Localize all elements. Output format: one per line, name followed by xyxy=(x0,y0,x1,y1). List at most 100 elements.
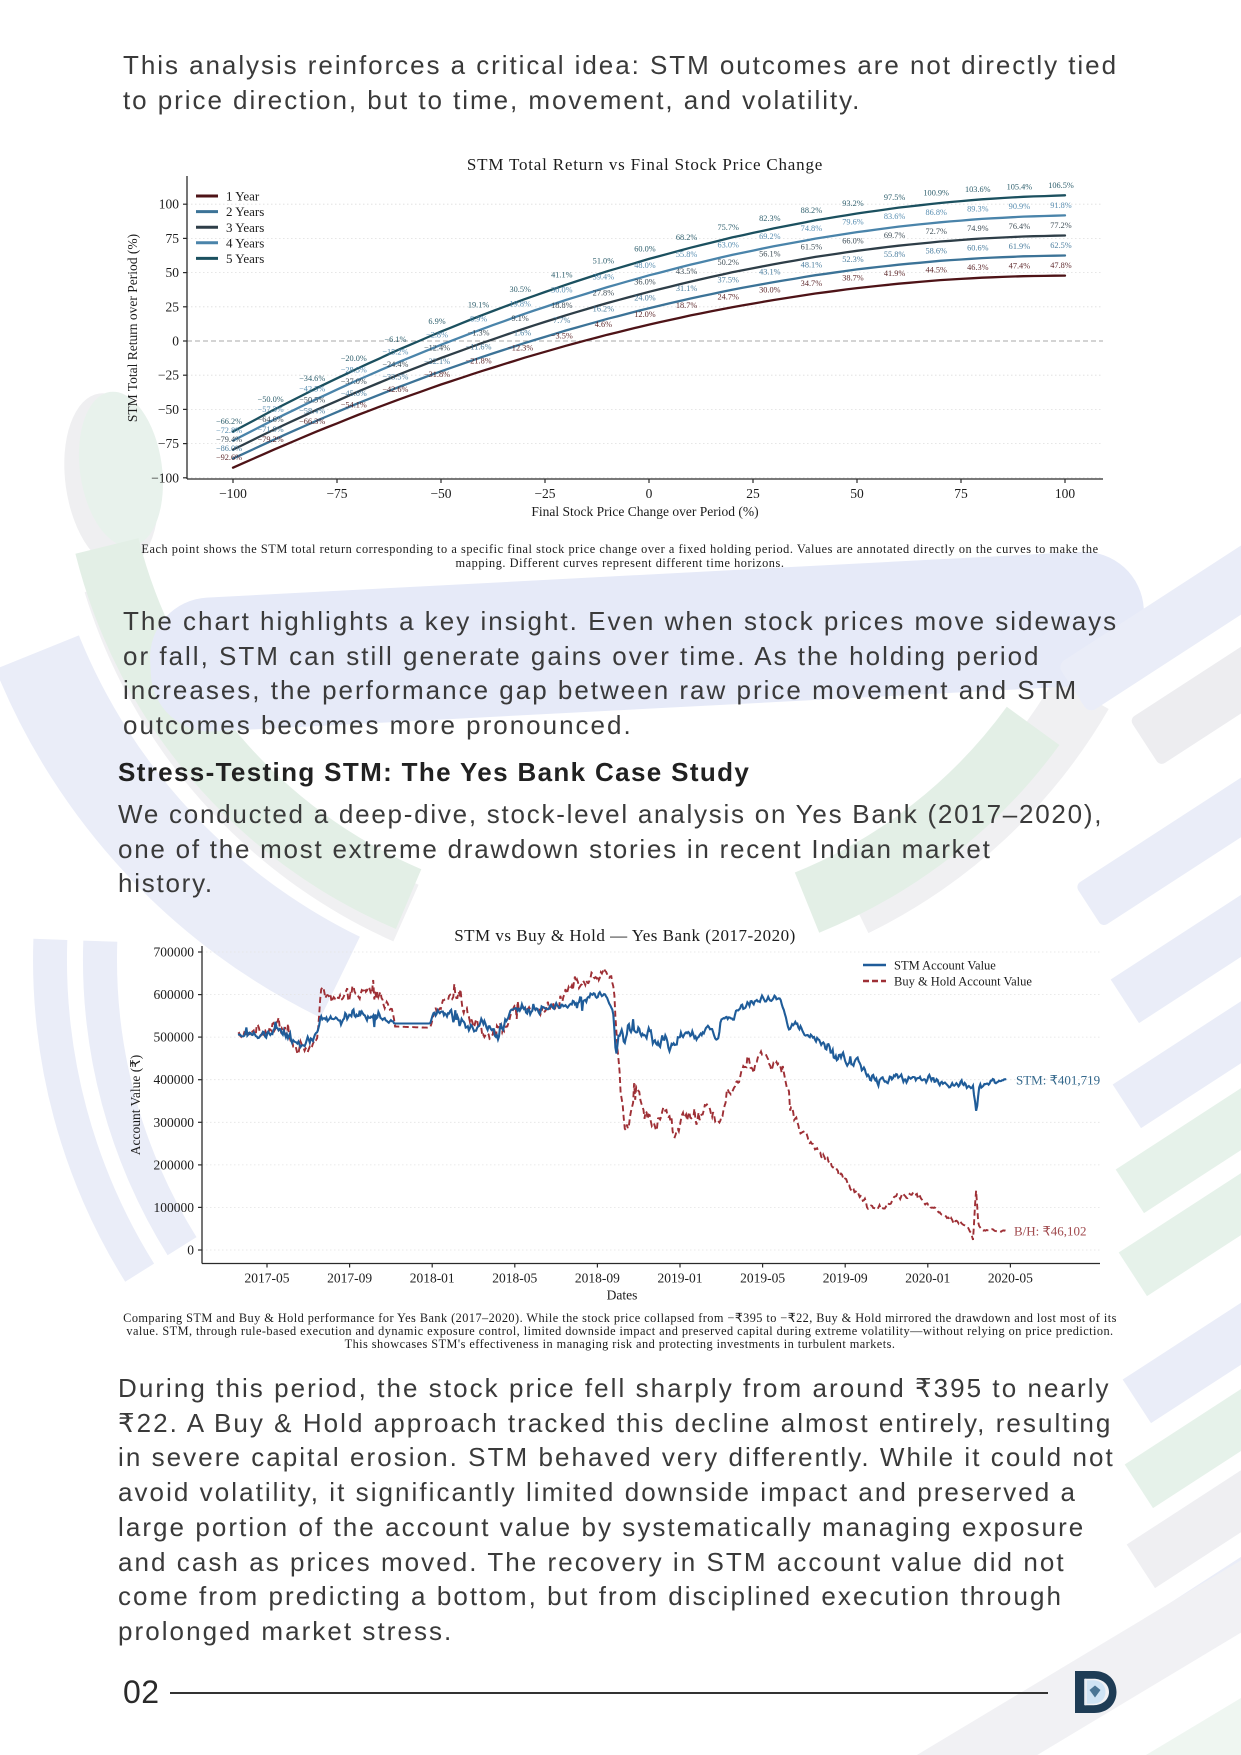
svg-text:Buy & Hold Account Value: Buy & Hold Account Value xyxy=(894,975,1032,989)
svg-text:30.0%: 30.0% xyxy=(551,286,573,295)
svg-text:100.9%: 100.9% xyxy=(923,189,949,198)
svg-text:68.2%: 68.2% xyxy=(676,233,698,242)
svg-text:37.5%: 37.5% xyxy=(717,275,739,284)
svg-text:Account Value (₹): Account Value (₹) xyxy=(128,1055,143,1156)
svg-text:−12.3%: −12.3% xyxy=(507,343,533,352)
svg-text:Comparing STM and Buy & Hold p: Comparing STM and Buy & Hold performance… xyxy=(123,1311,1117,1325)
svg-text:103.6%: 103.6% xyxy=(965,185,991,194)
svg-text:4.6%: 4.6% xyxy=(595,320,612,329)
svg-text:−20.0%: −20.0% xyxy=(341,354,367,363)
svg-text:2018-09: 2018-09 xyxy=(575,1271,620,1286)
svg-text:−42.5%: −42.5% xyxy=(299,385,325,394)
svg-text:−50: −50 xyxy=(158,402,179,417)
svg-text:−1.6%: −1.6% xyxy=(509,329,531,338)
svg-text:97.5%: 97.5% xyxy=(884,193,906,202)
svg-text:25: 25 xyxy=(746,486,760,501)
svg-text:−15.2%: −15.2% xyxy=(382,347,408,356)
svg-text:5 Years: 5 Years xyxy=(226,251,264,266)
svg-text:−1.3%: −1.3% xyxy=(468,328,490,337)
svg-text:2020-01: 2020-01 xyxy=(905,1271,950,1286)
svg-text:−86.0%: −86.0% xyxy=(216,444,242,453)
svg-text:8.9%: 8.9% xyxy=(470,314,487,323)
svg-text:7.7%: 7.7% xyxy=(553,316,570,325)
svg-text:2017-09: 2017-09 xyxy=(327,1271,372,1286)
svg-text:41.9%: 41.9% xyxy=(884,269,906,278)
svg-text:−2.8%: −2.8% xyxy=(426,330,448,339)
svg-text:−66.3%: −66.3% xyxy=(299,417,325,426)
svg-text:Final Stock Price Change over: Final Stock Price Change over Period (%) xyxy=(531,504,758,519)
svg-text:2018-05: 2018-05 xyxy=(492,1271,537,1286)
svg-text:This showcases STM's effective: This showcases STM's effectiveness in ma… xyxy=(345,1337,896,1351)
svg-text:90.9%: 90.9% xyxy=(1009,202,1031,211)
svg-text:1 Year: 1 Year xyxy=(226,189,260,204)
svg-text:39.4%: 39.4% xyxy=(593,273,615,282)
svg-text:79.6%: 79.6% xyxy=(842,218,864,227)
svg-text:−66.2%: −66.2% xyxy=(216,417,242,426)
svg-text:27.8%: 27.8% xyxy=(593,289,615,298)
svg-text:−21.8%: −21.8% xyxy=(466,356,492,365)
svg-text:63.0%: 63.0% xyxy=(717,240,739,249)
svg-text:−24.4%: −24.4% xyxy=(382,360,408,369)
svg-text:−54.1%: −54.1% xyxy=(341,401,367,410)
svg-text:56.1%: 56.1% xyxy=(759,250,781,259)
svg-text:−100: −100 xyxy=(151,470,179,485)
svg-text:STM: ₹401,719: STM: ₹401,719 xyxy=(1016,1073,1100,1088)
svg-text:Each point shows the STM total: Each point shows the STM total return co… xyxy=(141,542,1098,556)
svg-text:−22.1%: −22.1% xyxy=(424,357,450,366)
svg-text:36.0%: 36.0% xyxy=(634,277,656,286)
svg-text:69.2%: 69.2% xyxy=(759,232,781,241)
svg-text:−33.5%: −33.5% xyxy=(382,372,408,381)
svg-text:88.2%: 88.2% xyxy=(801,206,823,215)
svg-text:600000: 600000 xyxy=(154,987,195,1002)
svg-text:19.8%: 19.8% xyxy=(509,299,531,308)
svg-text:55.8%: 55.8% xyxy=(884,250,906,259)
svg-text:9.1%: 9.1% xyxy=(512,314,529,323)
svg-text:−71.9%: −71.9% xyxy=(258,425,284,434)
svg-text:2017-05: 2017-05 xyxy=(245,1271,290,1286)
svg-text:74.9%: 74.9% xyxy=(967,224,989,233)
svg-text:25: 25 xyxy=(166,299,180,314)
svg-text:61.9%: 61.9% xyxy=(1009,242,1031,251)
svg-text:19.1%: 19.1% xyxy=(468,300,490,309)
svg-text:400000: 400000 xyxy=(154,1072,195,1087)
svg-text:2018-01: 2018-01 xyxy=(410,1271,455,1286)
svg-text:0: 0 xyxy=(646,486,653,501)
svg-text:82.3%: 82.3% xyxy=(759,214,781,223)
svg-text:STM vs Buy & Hold — Yes Bank (: STM vs Buy & Hold — Yes Bank (2017-2020) xyxy=(454,926,796,945)
svg-text:30.0%: 30.0% xyxy=(759,286,781,295)
svg-text:58.6%: 58.6% xyxy=(925,246,947,255)
svg-text:47.4%: 47.4% xyxy=(1009,262,1031,271)
svg-text:200000: 200000 xyxy=(154,1157,195,1172)
svg-text:−37.0%: −37.0% xyxy=(341,377,367,386)
svg-text:value. STM, through rule-based: value. STM, through rule-based execution… xyxy=(126,1324,1113,1338)
svg-text:62.5%: 62.5% xyxy=(1050,241,1072,250)
svg-text:83.6%: 83.6% xyxy=(884,212,906,221)
svg-text:−79.2%: −79.2% xyxy=(258,435,284,444)
svg-text:44.5%: 44.5% xyxy=(925,266,947,275)
svg-text:38.7%: 38.7% xyxy=(842,274,864,283)
svg-text:43.5%: 43.5% xyxy=(676,267,698,276)
svg-text:74.8%: 74.8% xyxy=(801,224,823,233)
svg-text:−100: −100 xyxy=(219,486,247,501)
svg-text:60.0%: 60.0% xyxy=(634,244,656,253)
svg-text:0: 0 xyxy=(187,1243,194,1258)
svg-text:2019-09: 2019-09 xyxy=(823,1271,868,1286)
svg-text:61.5%: 61.5% xyxy=(801,242,823,251)
svg-text:86.8%: 86.8% xyxy=(925,208,947,217)
svg-text:51.0%: 51.0% xyxy=(593,257,615,266)
svg-text:−25: −25 xyxy=(158,368,179,383)
svg-text:50: 50 xyxy=(850,486,864,501)
svg-text:2019-01: 2019-01 xyxy=(658,1271,703,1286)
svg-text:Dates: Dates xyxy=(607,1288,638,1303)
svg-text:6.9%: 6.9% xyxy=(428,317,445,326)
svg-text:24.0%: 24.0% xyxy=(634,294,656,303)
svg-text:−28.5%: −28.5% xyxy=(341,366,367,375)
svg-text:77.2%: 77.2% xyxy=(1050,221,1072,230)
svg-text:18.8%: 18.8% xyxy=(551,301,573,310)
svg-text:−42.6%: −42.6% xyxy=(382,385,408,394)
svg-text:−31.8%: −31.8% xyxy=(424,370,450,379)
svg-text:−50.5%: −50.5% xyxy=(299,396,325,405)
svg-text:91.8%: 91.8% xyxy=(1050,201,1072,210)
svg-text:−57.3%: −57.3% xyxy=(258,405,284,414)
svg-text:105.4%: 105.4% xyxy=(1007,182,1033,191)
